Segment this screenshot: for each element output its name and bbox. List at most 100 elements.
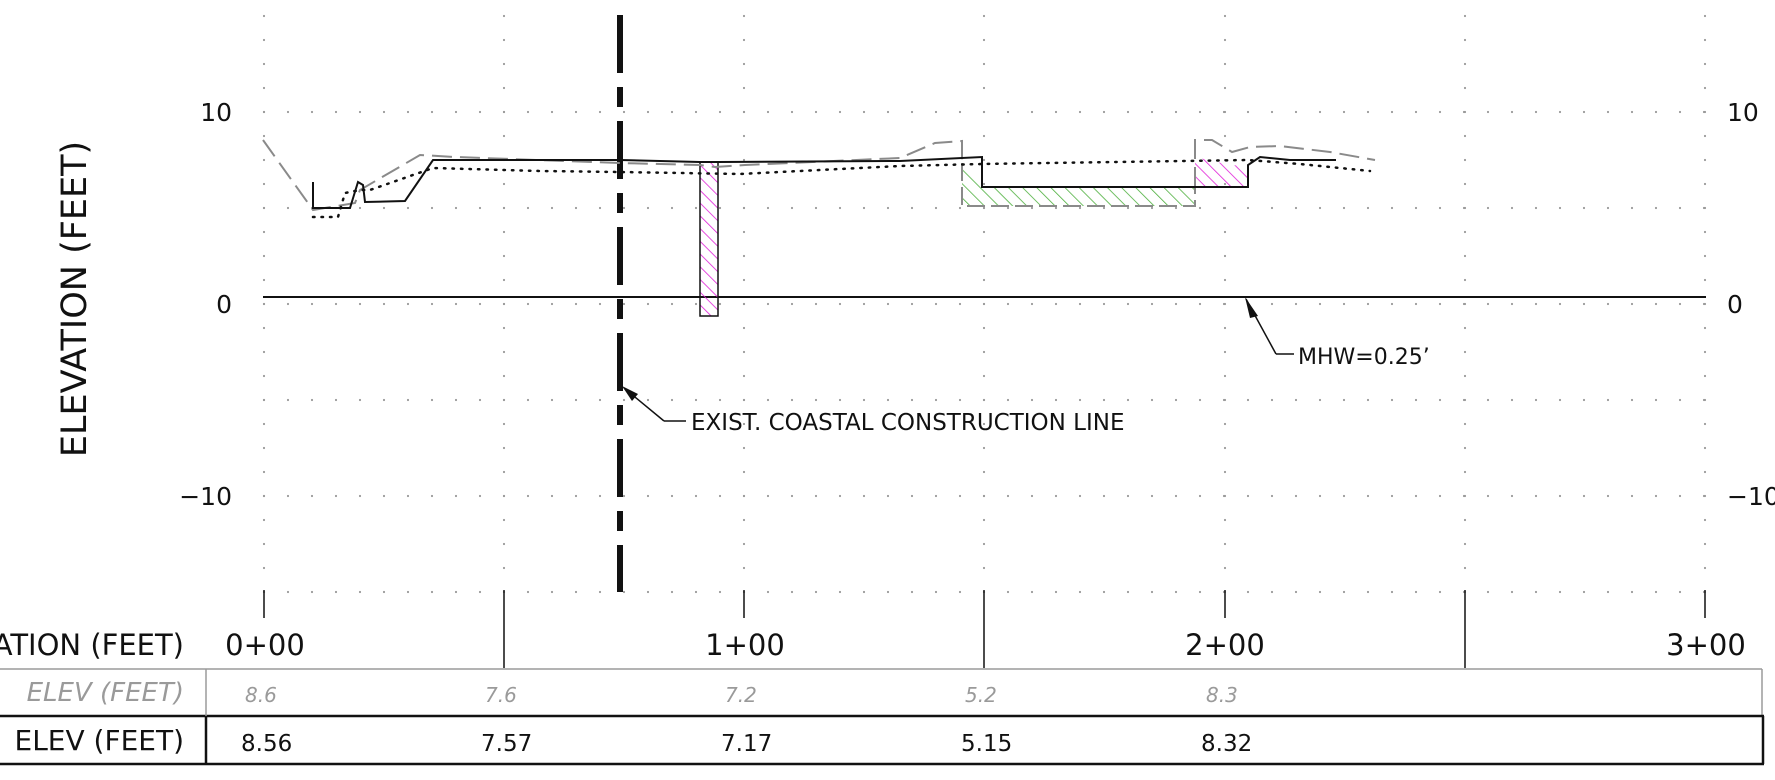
grid-dot (1438, 494, 1442, 498)
grid-dot (1270, 398, 1274, 402)
grid-dot (766, 398, 770, 402)
table-row1-value: 7.6 (485, 683, 517, 707)
grid-dot (982, 254, 986, 258)
grid-dot (814, 206, 818, 210)
grid-dot (1654, 590, 1658, 594)
grid-dot (1223, 134, 1227, 138)
grid-dot (718, 494, 722, 498)
grid-dot (1678, 590, 1682, 594)
grid-dot (1703, 542, 1707, 546)
grid-dot (1102, 110, 1106, 114)
grid-dot (1150, 590, 1154, 594)
grid-dot (1606, 590, 1610, 594)
grid-dot (1102, 206, 1106, 210)
grid-dot (1486, 590, 1490, 594)
grid-dot (622, 398, 626, 402)
grid-dot (310, 110, 314, 114)
grid-dot (1463, 374, 1467, 378)
grid-dot (454, 494, 458, 498)
grid-dot (1486, 494, 1490, 498)
grid-dot (1534, 206, 1538, 210)
grid-dot (1126, 590, 1130, 594)
grid-dot (1223, 230, 1227, 234)
grid-dot (1030, 398, 1034, 402)
grid-dot (742, 158, 746, 162)
grid-dot (1414, 590, 1418, 594)
grid-dot (454, 590, 458, 594)
grid-dot (1390, 494, 1394, 498)
grid-dot (502, 374, 506, 378)
grid-dot (262, 422, 266, 426)
grid-dot (1054, 302, 1058, 306)
y-axis-title: ELEVATION (FEET) (55, 141, 95, 457)
grid-dot (1463, 38, 1467, 42)
grid-dot (1102, 494, 1106, 498)
grid-dot (1174, 206, 1178, 210)
y-tick-left-0: 0 (216, 290, 232, 319)
grid-dot (526, 302, 530, 306)
grid-dot (1223, 350, 1227, 354)
grid-dot (622, 302, 626, 306)
grid-dot (1174, 110, 1178, 114)
grid-dot (1630, 590, 1634, 594)
grid-dot (1702, 206, 1706, 210)
grid-dot (286, 302, 290, 306)
grid-dot (934, 398, 938, 402)
grid-dot (694, 110, 698, 114)
grid-dot (1342, 590, 1346, 594)
grid-dot (262, 14, 266, 18)
grid-dot (1222, 110, 1226, 114)
grid-dot (1318, 110, 1322, 114)
grid-dot (1294, 590, 1298, 594)
grid-dot (550, 206, 554, 210)
grid-dot (766, 110, 770, 114)
grid-dot (646, 590, 650, 594)
station-ticks (263, 590, 1706, 668)
grid-dot (262, 494, 266, 498)
grid-dot (526, 398, 530, 402)
grid-dot (982, 206, 986, 210)
grid-dot (1463, 446, 1467, 450)
grid-dot (262, 302, 266, 306)
grid-dot (1703, 62, 1707, 66)
grid-dot (502, 542, 506, 546)
grid-dot (1438, 110, 1442, 114)
grid-dot (1654, 302, 1658, 306)
y-tick-right-neg10: −10 (1727, 482, 1775, 511)
grid-dot (1463, 158, 1467, 162)
grid-dot (262, 518, 266, 522)
grid-dot (1654, 206, 1658, 210)
grid-dot (1246, 110, 1250, 114)
y-tick-right-0: 0 (1727, 290, 1743, 319)
grid-dot (262, 38, 266, 42)
grid-dot (1703, 374, 1707, 378)
pile-magenta-hatched (699, 161, 719, 317)
grid-dot (1054, 398, 1058, 402)
grid-dot (742, 494, 746, 498)
grid-dot (982, 350, 986, 354)
grid-dot (1463, 542, 1467, 546)
y-tick-left-10: 10 (200, 98, 232, 127)
grid-dot (1463, 518, 1467, 522)
grid-dot (1294, 110, 1298, 114)
table-row2-value: 7.57 (481, 731, 532, 757)
grid-dot (1534, 494, 1538, 498)
grid-dot (958, 494, 962, 498)
grid-dot (1342, 302, 1346, 306)
grid-dot (550, 110, 554, 114)
table-row2-label: ELEV (FEET) (15, 724, 184, 757)
grid-dot (742, 134, 746, 138)
x-axis-title: ATION (FEET) (0, 628, 184, 662)
grid-dot (1534, 110, 1538, 114)
grid-dot (478, 398, 482, 402)
grid-dot (862, 206, 866, 210)
grid-dot (982, 86, 986, 90)
grid-dot (1486, 110, 1490, 114)
grid-dot (1294, 494, 1298, 498)
grid-dot (502, 446, 506, 450)
grid-dot (310, 494, 314, 498)
grid-dot (742, 542, 746, 546)
grid-dot (910, 590, 914, 594)
grid-dot (262, 326, 266, 330)
